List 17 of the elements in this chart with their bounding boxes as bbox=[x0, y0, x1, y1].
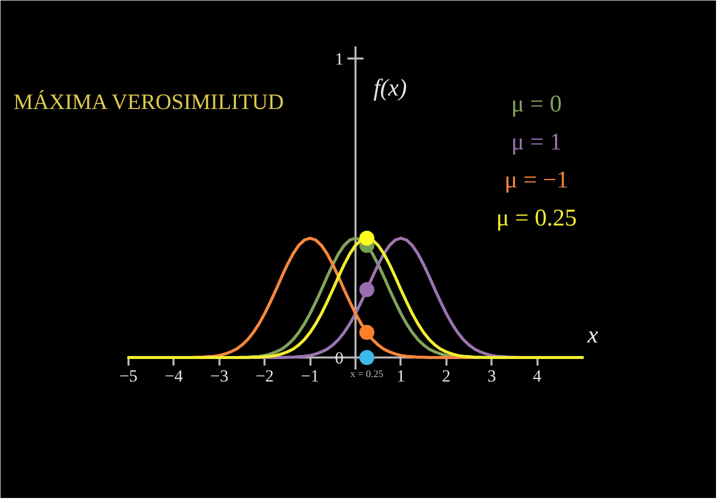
x-tick-label: 2 bbox=[442, 366, 451, 386]
x-tick-label: −1 bbox=[301, 366, 320, 386]
x-tick-label: 1 bbox=[396, 366, 406, 386]
x-tick-label: 4 bbox=[532, 366, 542, 386]
annotation: x = 0.25 bbox=[350, 369, 384, 380]
text: MÁXIMA VEROSIMILITUD bbox=[14, 89, 284, 114]
x-tick-label: 3 bbox=[487, 366, 496, 386]
text: μ = −1 bbox=[504, 168, 568, 194]
y-axis-title: f(x) bbox=[374, 76, 407, 102]
x-axis-title: x bbox=[586, 322, 598, 349]
text: μ = 1 bbox=[511, 130, 562, 156]
text: μ = 0.25 bbox=[496, 206, 577, 232]
text: μ = 0 bbox=[511, 92, 562, 118]
x-tick-label: −3 bbox=[210, 366, 228, 386]
x-tick-label: −5 bbox=[119, 366, 138, 386]
x-tick-label: −2 bbox=[256, 366, 274, 386]
x-tick-label: −4 bbox=[164, 366, 184, 386]
